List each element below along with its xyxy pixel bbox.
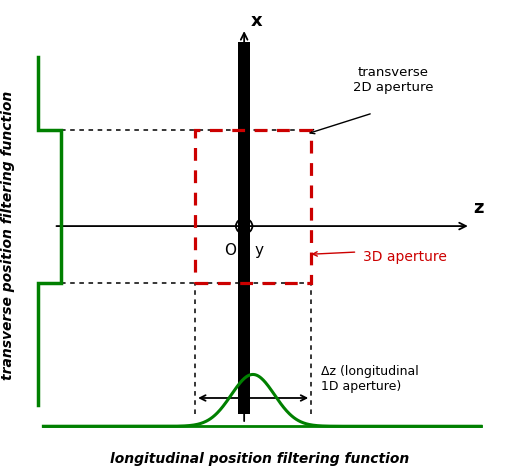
Bar [238,42,250,414]
Text: x: x [250,12,262,30]
Bar [195,130,311,283]
Text: transverse position filtering function: transverse position filtering function [2,91,16,380]
Text: 3D aperture: 3D aperture [362,250,447,264]
Text: Δz (longitudinal
1D aperture): Δz (longitudinal 1D aperture) [322,365,419,393]
Text: y: y [254,243,263,258]
Text: longitudinal position filtering function: longitudinal position filtering function [110,452,409,466]
Text: z: z [473,199,483,217]
Text: transverse
2D aperture: transverse 2D aperture [353,66,434,94]
Text: O: O [224,243,236,258]
